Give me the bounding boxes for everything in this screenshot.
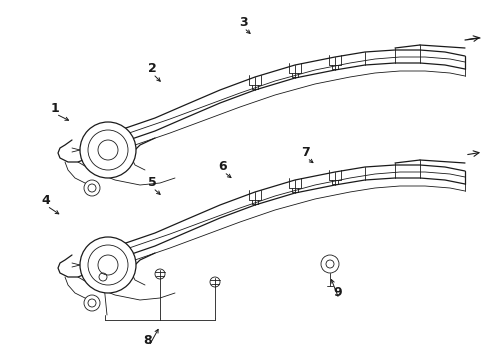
Text: 7: 7 (301, 145, 310, 158)
Text: 4: 4 (41, 194, 50, 207)
Circle shape (84, 295, 100, 311)
Text: 5: 5 (147, 175, 156, 189)
Text: 3: 3 (238, 15, 247, 28)
Circle shape (80, 122, 136, 178)
Text: 1: 1 (51, 102, 59, 114)
Circle shape (80, 237, 136, 293)
Text: 9: 9 (333, 287, 342, 300)
Text: 2: 2 (147, 62, 156, 75)
Circle shape (84, 180, 100, 196)
Text: 6: 6 (218, 159, 227, 172)
Circle shape (320, 255, 338, 273)
Text: 8: 8 (143, 333, 152, 346)
